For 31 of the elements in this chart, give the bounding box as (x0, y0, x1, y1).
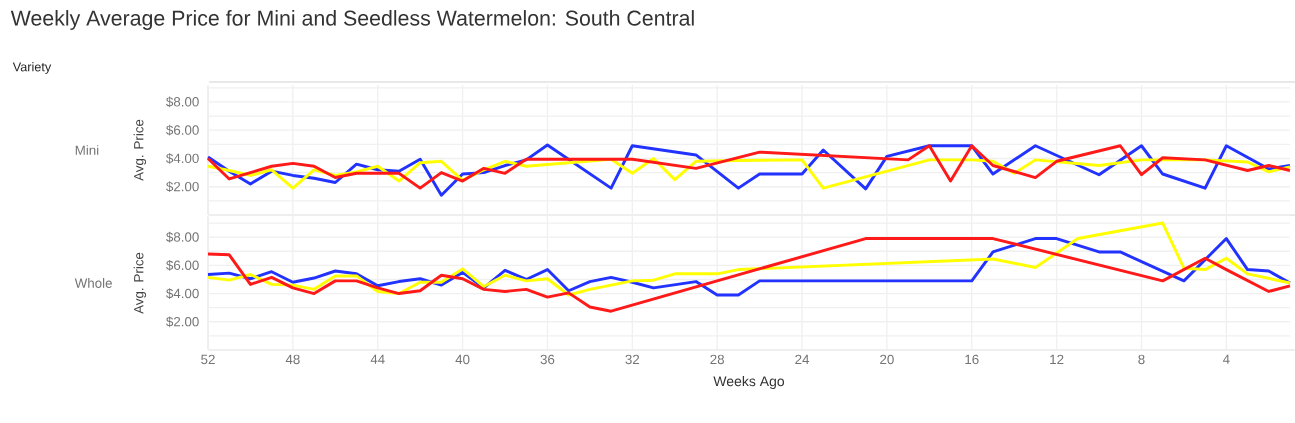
y-tick-label: $4.00 (166, 153, 199, 164)
x-tick-label: 36 (540, 354, 555, 365)
x-tick-label: 44 (370, 354, 385, 364)
x-tick-label: 4 (1222, 354, 1230, 364)
text: Variety (12, 62, 52, 74)
y-tick-label: $2.00 (166, 316, 199, 328)
x-tick-label: 16 (965, 354, 979, 365)
x-tick-label: 28 (710, 354, 724, 365)
y-tick-label: $6.00 (166, 124, 199, 136)
x-tick-label: 48 (285, 354, 300, 365)
y-axis-title: Avg. Price (133, 252, 147, 314)
y-tick-label: $4.00 (166, 288, 199, 299)
chart-title: Weekly Average Price for Mini and Seedless Watermelon: South Central (10, 10, 694, 30)
line-series (206, 237, 1292, 313)
y-tick-label: $2.00 (166, 181, 199, 193)
x-tick-label: 8 (1138, 354, 1145, 365)
line-series (206, 237, 1292, 297)
text: Whole (74, 278, 112, 288)
x-tick-label: 12 (1050, 354, 1064, 365)
x-tick-label: 52 (201, 354, 215, 365)
y-tick-label: $6.00 (166, 259, 199, 271)
text: Mini (75, 145, 99, 155)
x-tick-label: 20 (880, 354, 894, 365)
x-tick-label: 40 (455, 354, 470, 365)
x-tick-label: 24 (795, 354, 810, 365)
line-series (206, 221, 1292, 297)
y-tick-label: $8.00 (166, 96, 199, 108)
x-tick-label: 32 (625, 354, 640, 365)
x-axis-title: Weeks Ago (713, 375, 785, 390)
y-axis-title: Avg. Price (133, 119, 147, 181)
y-tick-label: $8.00 (166, 231, 199, 243)
